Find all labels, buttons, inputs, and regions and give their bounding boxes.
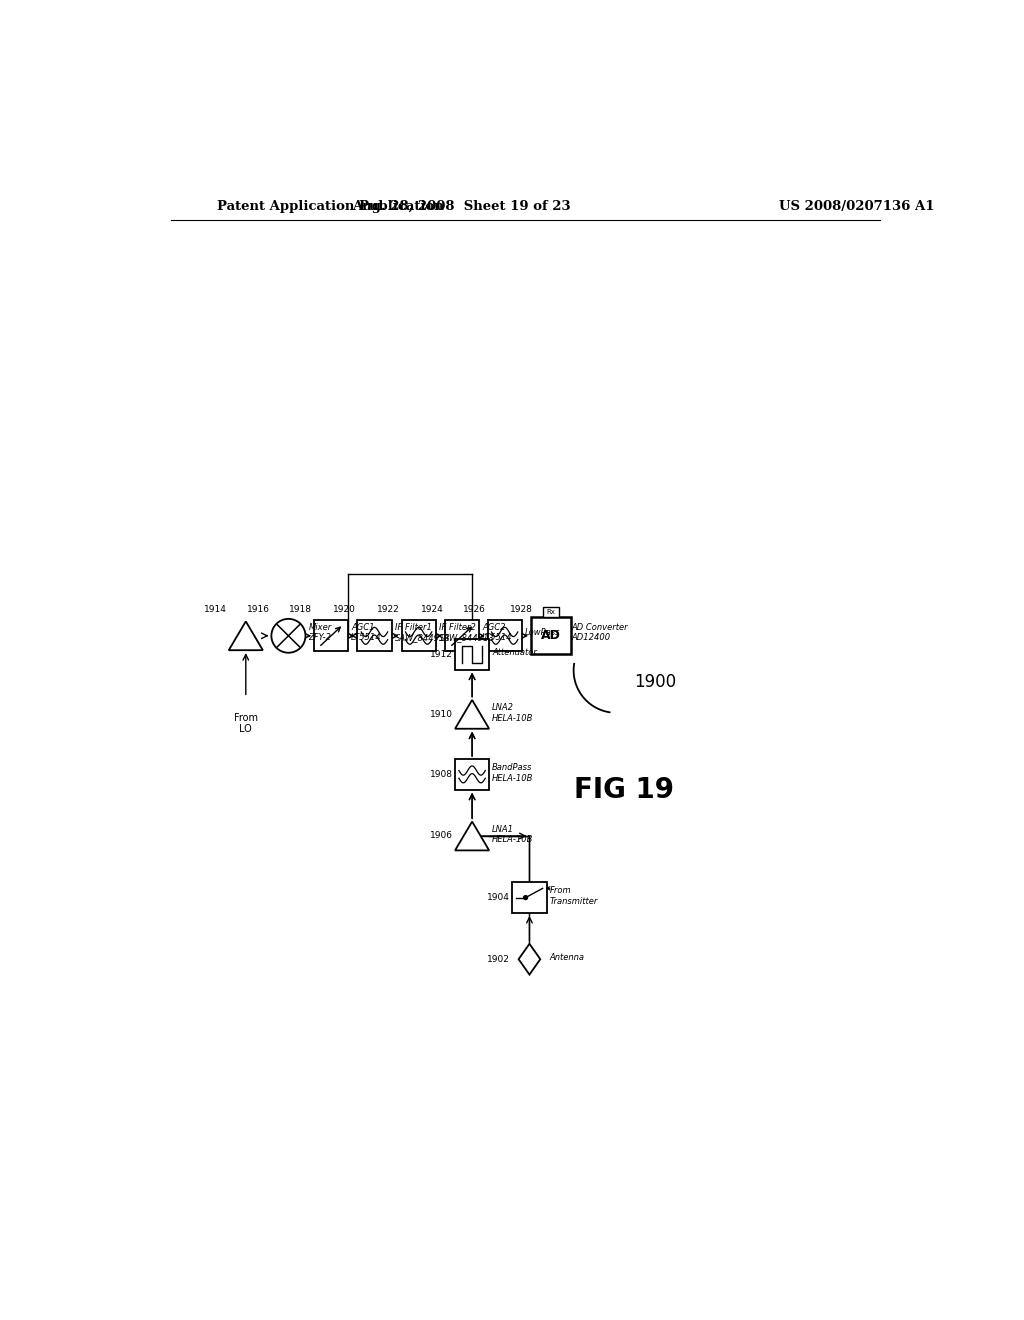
Text: 1918: 1918 (290, 606, 312, 614)
Bar (455, 639, 489, 669)
Bar (445, 620, 479, 651)
Bar (531, 618, 571, 655)
Polygon shape (518, 944, 541, 974)
Polygon shape (228, 622, 263, 651)
Text: 1904: 1904 (487, 894, 510, 902)
Text: IF Filter2
SAW_844913: IF Filter2 SAW_844913 (438, 623, 495, 643)
Text: 1928: 1928 (510, 606, 532, 614)
Text: Aug. 28, 2008  Sheet 19 of 23: Aug. 28, 2008 Sheet 19 of 23 (352, 199, 570, 213)
Text: Patent Application Publication: Patent Application Publication (217, 199, 443, 213)
Text: 1910: 1910 (430, 710, 453, 719)
Text: 1926: 1926 (463, 606, 486, 614)
Text: LNA2
HELA-10B: LNA2 HELA-10B (493, 704, 534, 722)
Polygon shape (455, 700, 489, 729)
Circle shape (271, 619, 305, 653)
Text: Rx: Rx (547, 609, 556, 615)
Text: LowPass: LowPass (524, 628, 560, 638)
Text: 1908: 1908 (430, 770, 453, 779)
Text: FIG 19: FIG 19 (574, 776, 674, 804)
Text: 1922: 1922 (377, 606, 400, 614)
Text: AGC1
LT5514: AGC1 LT5514 (351, 623, 382, 643)
Text: 1912: 1912 (430, 649, 453, 659)
Text: Attenuator: Attenuator (493, 648, 538, 657)
Bar (357, 620, 391, 651)
Text: Antenna: Antenna (550, 953, 585, 962)
Text: 1906: 1906 (430, 832, 453, 841)
Text: AGC2
LT5514: AGC2 LT5514 (482, 623, 513, 643)
Polygon shape (455, 821, 489, 850)
Bar (487, 620, 521, 651)
Text: LNA1
HELA-10B: LNA1 HELA-10B (493, 825, 534, 845)
Text: BandPass
HELA-10B: BandPass HELA-10B (493, 763, 534, 783)
Text: 1916: 1916 (247, 606, 270, 614)
Text: From
Transmitter: From Transmitter (550, 886, 598, 906)
Text: AD: AD (542, 630, 561, 643)
Bar (401, 620, 435, 651)
Text: 1914: 1914 (205, 606, 227, 614)
Text: IF Filter1
SAW_844913: IF Filter1 SAW_844913 (394, 623, 451, 643)
Text: 1900: 1900 (634, 673, 676, 690)
Bar (512, 882, 547, 913)
Text: AD Converter
AD12400: AD Converter AD12400 (571, 623, 628, 643)
Text: Mixer
ZFY-2: Mixer ZFY-2 (308, 623, 332, 643)
Bar (455, 759, 489, 789)
Circle shape (523, 896, 527, 899)
Text: US 2008/0207136 A1: US 2008/0207136 A1 (779, 199, 935, 213)
Bar (544, 607, 559, 618)
Text: 1902: 1902 (487, 954, 510, 964)
Bar (314, 620, 348, 651)
Text: From
LO: From LO (233, 713, 258, 734)
Text: 1920: 1920 (333, 606, 356, 614)
Text: 1924: 1924 (421, 606, 443, 614)
